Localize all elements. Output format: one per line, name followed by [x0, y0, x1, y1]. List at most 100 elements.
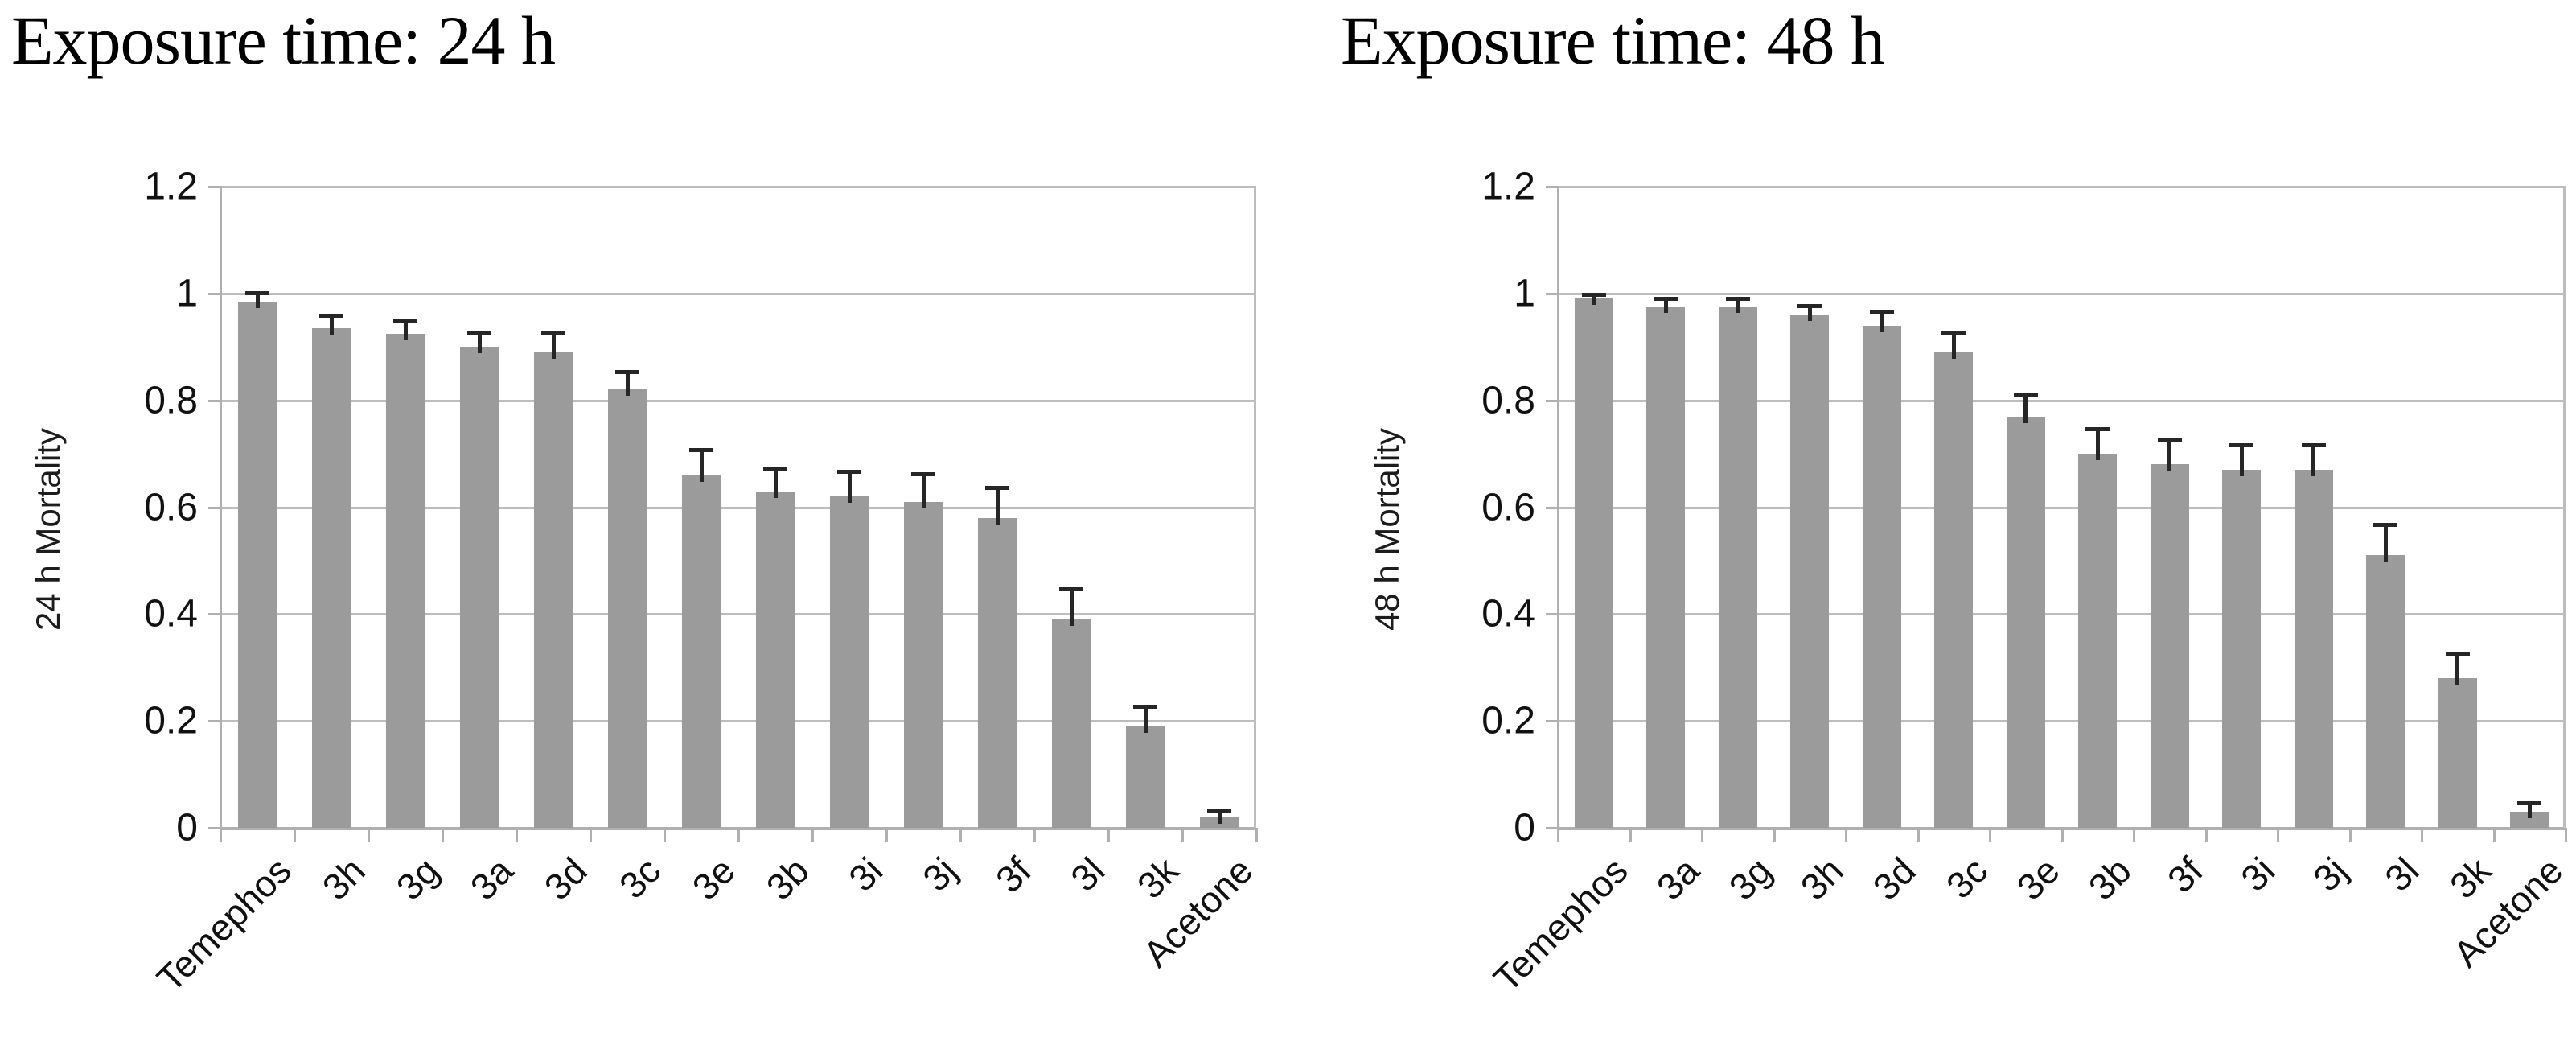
- x-category-label: 3i: [2233, 849, 2283, 899]
- error-bar-stem: [2455, 651, 2460, 685]
- x-axis-tick: [1989, 828, 1991, 842]
- x-category-label: 3g: [1720, 849, 1780, 908]
- bar: [1790, 315, 1830, 828]
- y-tick-label: 1: [176, 272, 198, 315]
- error-bar-cap: [2445, 651, 2470, 656]
- bar: [1862, 325, 1901, 828]
- x-category-label: 3f: [2159, 849, 2212, 901]
- chart-title-48h: Exposure time: 48 h: [1341, 2, 1885, 79]
- y-axis-tick: [1546, 613, 1559, 616]
- x-axis-tick: [1557, 828, 1559, 842]
- x-category-label: Temephos: [148, 849, 299, 1000]
- error-bar-cap: [1133, 705, 1157, 710]
- gridline: [1558, 720, 2566, 723]
- y-tick-label: 1.2: [144, 165, 198, 208]
- error-bar-cap: [1941, 331, 1966, 335]
- y-axis-tick: [208, 506, 222, 509]
- x-category-label: 3e: [2008, 849, 2068, 908]
- bar: [978, 517, 1017, 828]
- x-category-label: 3e: [684, 849, 743, 908]
- y-axis-line: [1557, 187, 1559, 842]
- y-axis-line: [220, 187, 222, 842]
- x-category-label: 3f: [987, 849, 1039, 901]
- bar: [2222, 470, 2262, 828]
- bar: [238, 301, 277, 828]
- plot-right-border: [1254, 187, 1256, 828]
- x-category-label: 3d: [1864, 849, 1924, 908]
- gridline: [220, 186, 1256, 188]
- x-category-label: 3a: [1648, 849, 1707, 908]
- bar: [386, 333, 425, 828]
- error-bar-stem: [2311, 442, 2316, 476]
- x-axis-tick: [737, 828, 740, 842]
- y-axis-tick: [1546, 506, 1559, 509]
- chart-panel-48h: Exposure time: 48 h 48 h Mortality 0 0.2 0…: [1289, 0, 2576, 1037]
- error-bar-cap: [2157, 438, 2182, 442]
- error-bar-stem: [625, 369, 630, 397]
- x-axis-tick: [368, 828, 370, 842]
- bar: [1934, 352, 1974, 828]
- x-axis-tick: [2421, 828, 2423, 842]
- error-bar-cap: [541, 331, 565, 335]
- x-category-label: 3d: [536, 849, 595, 908]
- error-bar-stem: [1663, 297, 1668, 314]
- error-bar-stem: [477, 331, 482, 354]
- error-bar-stem: [995, 485, 1000, 525]
- bar: [2510, 812, 2549, 828]
- y-axis-tick: [208, 292, 222, 295]
- error-bar-cap: [763, 467, 787, 471]
- y-tick-label: 0: [176, 806, 198, 850]
- y-tick-label: 0.4: [144, 592, 198, 636]
- error-bar-cap: [467, 331, 491, 335]
- bar: [830, 496, 869, 828]
- x-category-label: 3h: [1792, 849, 1851, 908]
- bar: [608, 389, 647, 828]
- bar: [534, 352, 573, 828]
- y-tick-label: 0.2: [1481, 699, 1535, 743]
- y-tick-label: 0.2: [144, 699, 198, 743]
- error-bar-cap: [1581, 292, 1606, 297]
- plot-area-48h: 0 0.2 0.4 0.6 0.8 1 1.2 Temephos 3a 3g 3h 3d 3c 3e 3b 3…: [1481, 166, 2570, 1000]
- y-tick-label: 0.6: [144, 486, 198, 529]
- gridline: [220, 720, 1256, 723]
- bar: [2294, 470, 2333, 828]
- error-bar-cap: [689, 448, 713, 453]
- y-tick-label: 0.8: [144, 379, 198, 422]
- x-axis-tick: [2565, 828, 2567, 842]
- error-bar-stem: [1807, 304, 1812, 322]
- error-bar-stem: [1592, 292, 1596, 306]
- x-axis-tick: [590, 828, 592, 842]
- error-bar-cap: [2301, 442, 2326, 447]
- error-bar-stem: [403, 319, 408, 340]
- error-bar-stem: [551, 331, 556, 359]
- error-bar-stem: [2167, 438, 2172, 471]
- x-axis-tick: [1917, 828, 1920, 842]
- error-bar-stem: [2527, 800, 2532, 819]
- x-axis-tick: [442, 828, 444, 842]
- bar: [312, 328, 351, 828]
- x-axis-tick: [1107, 828, 1110, 842]
- y-axis-tick: [1546, 399, 1559, 402]
- y-axis-title-24h: 24 h Mortality: [29, 427, 67, 632]
- x-category-label: 3c: [611, 849, 669, 907]
- error-bar-stem: [2095, 426, 2100, 461]
- error-bar-stem: [847, 470, 852, 504]
- x-category-label: 3h: [314, 849, 373, 908]
- bar: [2150, 464, 2189, 828]
- x-axis-tick: [811, 828, 814, 842]
- error-bar-cap: [985, 485, 1009, 490]
- gridline: [220, 292, 1256, 295]
- error-bar-stem: [2383, 523, 2388, 562]
- y-axis-tick: [1546, 292, 1559, 295]
- x-axis-tick: [1255, 828, 1258, 842]
- bar: [1718, 307, 1757, 828]
- y-axis-tick: [208, 399, 222, 402]
- error-bar-stem: [1951, 331, 1956, 359]
- x-axis-tick: [1033, 828, 1036, 842]
- x-category-label: 3b: [2080, 849, 2139, 908]
- x-category-label: 3c: [1937, 849, 1995, 907]
- y-axis-tick: [1546, 186, 1559, 188]
- y-tick-label: 0.8: [1481, 379, 1535, 422]
- error-bar-cap: [1059, 587, 1083, 592]
